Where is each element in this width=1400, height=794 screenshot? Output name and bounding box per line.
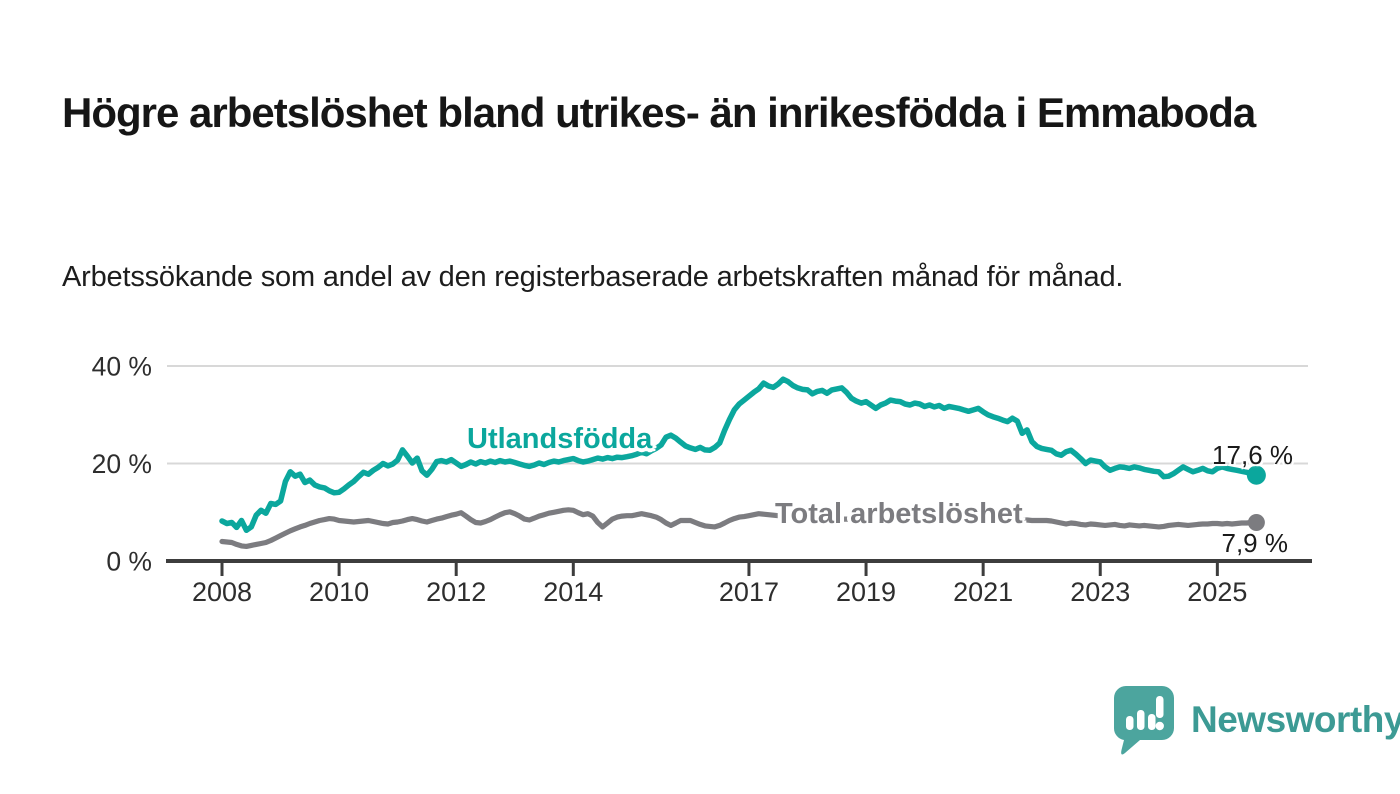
x-tick-label: 2017 [719,577,779,607]
x-tick-label: 2010 [309,577,369,607]
y-tick-label: 0 % [106,547,152,577]
chart-subtitle: Arbetssökande som andel av den registerb… [62,261,1124,293]
y-tick-label: 20 % [92,449,152,479]
series-end-dot-total-arbetsloshet [1247,513,1265,531]
x-tick-label: 2012 [426,577,486,607]
x-tick-label: 2008 [192,577,252,607]
newsworthy-logo: Newsworthy [1112,684,1400,756]
series-line-total-arbetsloshet [219,507,1260,550]
x-tick-label: 2023 [1070,577,1130,607]
newsworthy-wordmark: Newsworthy [1191,699,1400,740]
end-value-total-arbetsloshet: 7,9 % [1221,528,1289,558]
x-tick-label: 2019 [836,577,896,607]
series-label-total-arbetsloshet: Total arbetslöshet [775,498,1023,530]
newsworthy-logo-icon [1113,686,1174,755]
page-title: Högre arbetslöshet bland utrikes- än inr… [62,89,1256,137]
x-tick-label: 2014 [543,577,603,607]
x-tick-label: 2025 [1187,577,1247,607]
series-line-utlandsfodda [219,376,1260,534]
series-label-utlandsfodda: Utlandsfödda [467,423,653,455]
x-tick-label: 2021 [953,577,1013,607]
series-end-dot-utlandsfodda [1246,465,1266,485]
y-tick-label: 40 % [92,352,152,382]
end-value-utlandsfodda: 17,6 % [1212,440,1293,470]
